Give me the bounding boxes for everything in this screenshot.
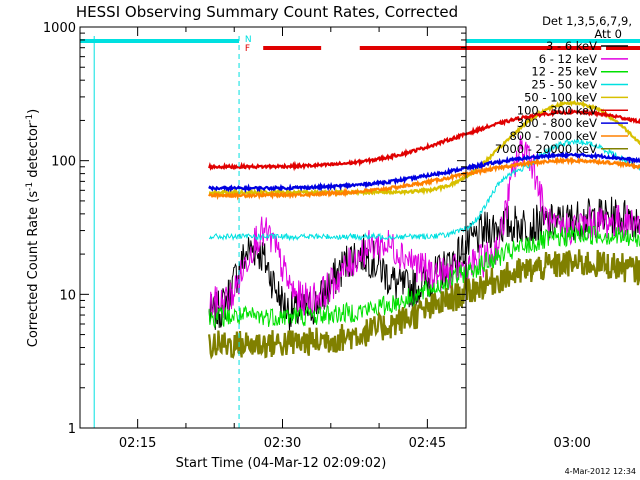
x-tick-label: 02:30 bbox=[264, 436, 301, 451]
flag-layer: NF bbox=[80, 35, 640, 428]
y-axis-label-end: ) bbox=[26, 109, 41, 114]
legend-label-4: 50 - 100 keV bbox=[524, 90, 597, 104]
legend-label-0: 3 - 6 keV bbox=[546, 39, 597, 53]
x-tick-label: 02:15 bbox=[119, 436, 156, 451]
series-8-line bbox=[208, 249, 640, 360]
y-tick-labels: 1 10 100 1000 bbox=[43, 21, 76, 437]
legend-label-7: 800 - 7000 keV bbox=[509, 129, 597, 143]
y-axis-label-mid: detector bbox=[26, 122, 41, 182]
chart-title: HESSI Observing Summary Count Rates, Cor… bbox=[76, 3, 458, 21]
legend-header-line2: Att 0 bbox=[594, 27, 622, 41]
x-tick-label: 03:00 bbox=[553, 436, 590, 451]
series-2-line bbox=[208, 225, 640, 329]
series-6-line bbox=[208, 150, 640, 194]
series-1-line bbox=[208, 135, 640, 319]
series-layer bbox=[208, 99, 640, 360]
y-tick-label: 100 bbox=[51, 155, 76, 170]
y-tick-label: 1 bbox=[68, 422, 76, 437]
axes-layer bbox=[79, 26, 467, 429]
y-axis-label-main: Corrected Count Rate (s bbox=[26, 191, 41, 348]
series-7-line bbox=[208, 156, 640, 201]
y-axis-label: Corrected Count Rate (s-1 detector-1) bbox=[25, 109, 41, 347]
legend-label-8: 7000 - 20000 keV bbox=[495, 142, 597, 156]
flag-label-n: N bbox=[245, 35, 252, 45]
legend-label-6: 300 - 800 keV bbox=[517, 116, 597, 130]
y-tick-label: 10 bbox=[59, 288, 76, 303]
legend-label-5: 100 - 300 keV bbox=[517, 103, 597, 117]
legend-header-line1: Det 1,3,5,6,7,9, bbox=[542, 14, 632, 28]
series-5-line bbox=[208, 107, 640, 172]
series-3-line bbox=[208, 138, 640, 242]
date-stamp: 4-Mar-2012 12:34 bbox=[565, 467, 636, 476]
x-axis-label: Start Time (04-Mar-12 02:09:02) bbox=[176, 456, 387, 471]
x-tick-label: 02:45 bbox=[409, 436, 446, 451]
legend-label-2: 12 - 25 keV bbox=[531, 65, 597, 79]
legend-label-1: 6 - 12 keV bbox=[539, 52, 597, 66]
plot-frame bbox=[79, 26, 467, 429]
legend-label-3: 25 - 50 keV bbox=[531, 78, 597, 92]
flag-label-f: F bbox=[245, 44, 250, 54]
y-tick-label: 1000 bbox=[43, 21, 76, 36]
y-axis-label-sup1: -1 bbox=[25, 182, 35, 191]
series-0-line bbox=[208, 196, 640, 331]
y-axis-label-sup2: -1 bbox=[25, 114, 35, 123]
